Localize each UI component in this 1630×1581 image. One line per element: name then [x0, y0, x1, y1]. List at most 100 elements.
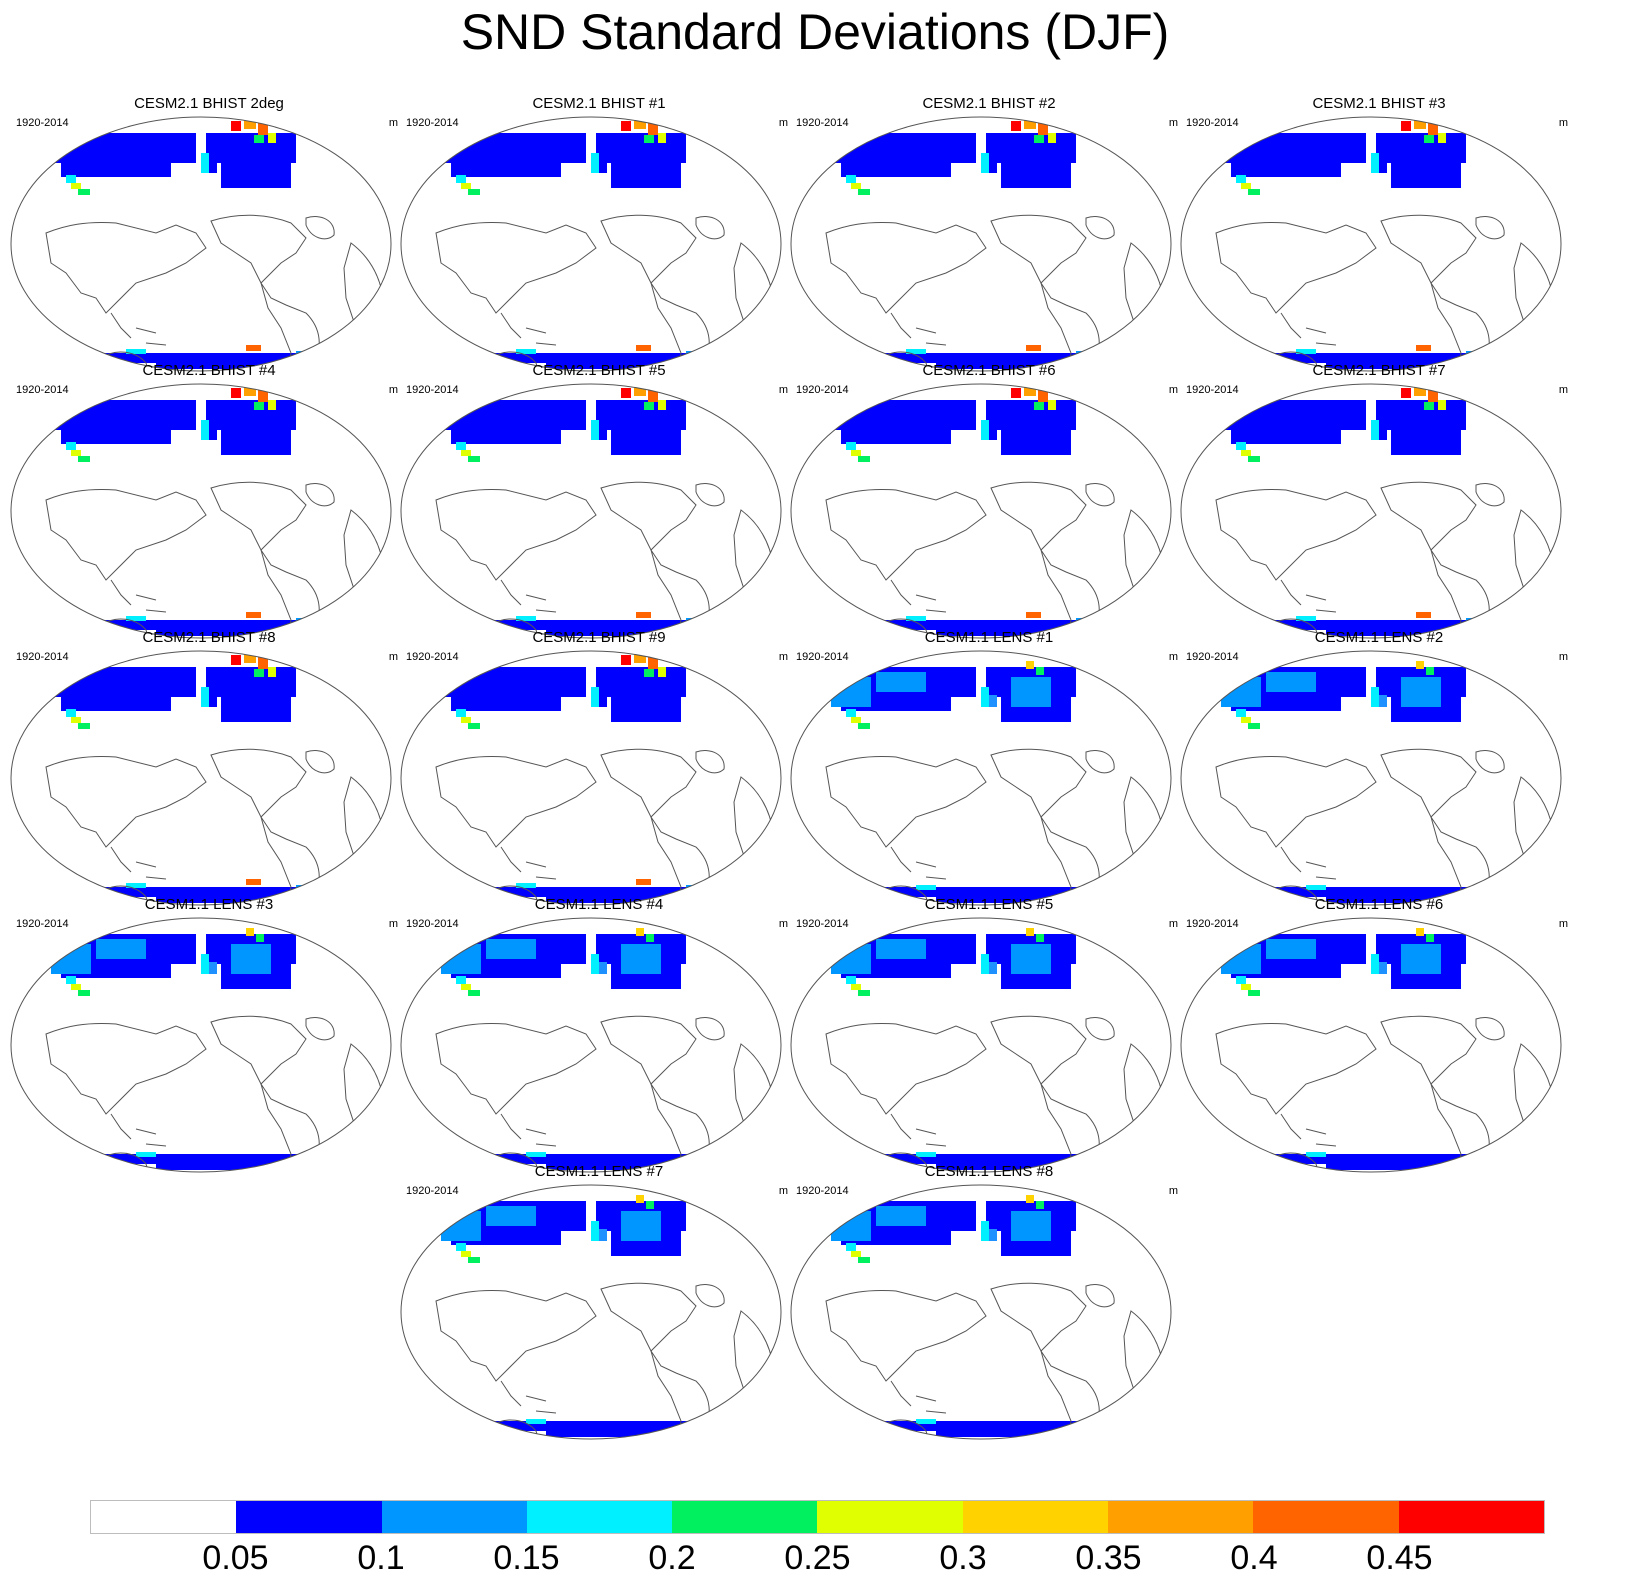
snow-cell	[71, 450, 81, 456]
snow-cell	[1248, 990, 1260, 996]
map-border	[790, 650, 1172, 906]
snow-cell	[981, 954, 989, 974]
snow-cell	[231, 121, 241, 131]
snow-cell	[206, 667, 296, 697]
snow-cell	[1221, 944, 1261, 974]
snow-cell	[851, 450, 861, 456]
map-content	[1215, 386, 1555, 638]
colorbar	[90, 1500, 1545, 1534]
snow-cell	[636, 345, 651, 351]
map-panel: CESM2.1 BHIST #1 1920-2014 m	[396, 95, 802, 375]
panel-units: m	[388, 117, 398, 129]
world-map	[10, 116, 392, 372]
snow-cell	[476, 1421, 716, 1431]
snow-cell	[1371, 420, 1379, 440]
panel-period: 1920-2014	[1186, 117, 1239, 129]
snow-cell	[1026, 1195, 1034, 1203]
panel-units: m	[1168, 918, 1178, 930]
snow-cell	[936, 1429, 1046, 1437]
colorbar-label: 0.2	[648, 1539, 696, 1577]
map-border	[10, 383, 392, 639]
snow-cell	[658, 400, 666, 410]
map-panel: CESM2.1 BHIST #7 1920-2014 m	[1176, 362, 1582, 642]
snow-cell	[596, 400, 686, 430]
snow-cell	[1001, 430, 1071, 455]
snow-cell	[1011, 944, 1051, 974]
snow-cell	[611, 163, 681, 188]
panel-title: CESM1.1 LENS #1	[924, 629, 1054, 646]
snow-cell	[86, 620, 326, 630]
snow-cell	[1026, 928, 1034, 936]
snow-cell	[476, 620, 716, 630]
snow-cell	[244, 119, 256, 129]
snow-cell	[841, 163, 951, 177]
snow-cell	[546, 361, 656, 369]
panel-title: CESM2.1 BHIST #3	[1312, 95, 1446, 112]
map-panel: CESM2.1 BHIST #2 1920-2014 m	[786, 95, 1192, 375]
snow-cell	[599, 1229, 607, 1241]
snow-cell	[846, 976, 856, 984]
panel-units: m	[1558, 918, 1568, 930]
snow-cell	[1216, 400, 1366, 430]
snow-cell	[1248, 456, 1260, 462]
panel-period: 1920-2014	[406, 651, 459, 663]
panel-units: m	[1168, 651, 1178, 663]
snow-cell	[1379, 962, 1387, 974]
map-panel: CESM2.1 BHIST #6 1920-2014 m	[786, 362, 1192, 642]
map-border	[400, 383, 782, 639]
panel-units: m	[1558, 384, 1568, 396]
snow-cell	[636, 928, 644, 936]
snow-cell	[1401, 944, 1441, 974]
coastlines	[435, 1282, 775, 1439]
snow-cell	[71, 183, 81, 189]
snow-cell	[66, 175, 76, 183]
panel-period: 1920-2014	[16, 651, 69, 663]
map-border	[1180, 650, 1562, 906]
snow-cell	[591, 687, 599, 707]
world-map	[400, 917, 782, 1173]
snow-cell	[936, 895, 1046, 903]
snow-cell	[851, 1251, 861, 1257]
snow-cell	[1371, 687, 1379, 707]
snow-cell	[636, 1195, 644, 1203]
snow-cell	[989, 962, 997, 974]
colorbar-box	[1398, 1501, 1544, 1533]
snow-cell	[451, 163, 561, 177]
snow-cell	[96, 939, 146, 959]
snow-cell	[1038, 123, 1048, 135]
snow-cell	[1026, 661, 1034, 669]
map-content	[45, 653, 385, 905]
snow-cell	[258, 657, 268, 669]
snow-cell	[61, 430, 171, 444]
snow-cell	[658, 133, 666, 143]
snow-cell	[1216, 133, 1366, 163]
panel-units: m	[388, 384, 398, 396]
panel-period: 1920-2014	[406, 1185, 459, 1197]
panel-units: m	[1558, 651, 1568, 663]
snow-cell	[1248, 723, 1260, 729]
snow-cell	[636, 612, 651, 618]
snow-cell	[1076, 351, 1096, 356]
panel-period: 1920-2014	[1186, 918, 1239, 930]
map-panel: CESM1.1 LENS #4 1920-2014 m	[396, 896, 802, 1176]
snow-cell	[596, 667, 686, 697]
snow-cell	[246, 612, 261, 618]
snow-cell	[461, 183, 471, 189]
snow-cell	[461, 984, 471, 990]
snow-cell	[591, 954, 599, 974]
coastlines	[45, 214, 385, 371]
snow-cell	[516, 349, 536, 354]
world-map	[400, 1184, 782, 1440]
snow-cell	[1379, 695, 1387, 707]
snow-cell	[441, 944, 481, 974]
snow-cell	[1036, 667, 1044, 675]
panel-period: 1920-2014	[796, 1185, 849, 1197]
panel-period: 1920-2014	[406, 384, 459, 396]
map-panel: CESM1.1 LENS #5 1920-2014 m	[786, 896, 1192, 1176]
snow-cell	[486, 939, 536, 959]
snow-cell	[136, 1152, 156, 1157]
panel-units: m	[1558, 117, 1568, 129]
map-border	[790, 917, 1172, 1173]
snow-cell	[46, 400, 196, 430]
panel-period: 1920-2014	[16, 384, 69, 396]
